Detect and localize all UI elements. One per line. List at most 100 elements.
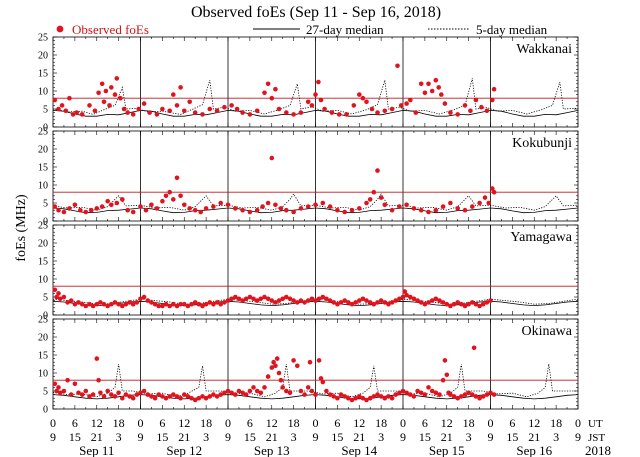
observed-point (54, 294, 59, 300)
jst-axis-label: JST (588, 432, 605, 444)
observed-point (298, 110, 304, 115)
observed-point (397, 204, 402, 209)
ut-axis-label: UT (588, 418, 603, 430)
jst-tick-label: 15 (331, 430, 343, 444)
observed-point (448, 303, 453, 309)
observed-point (125, 207, 130, 213)
jst-tick-label: 9 (225, 430, 231, 444)
observed-point (316, 79, 321, 85)
observed-point (329, 110, 335, 115)
observed-point (375, 110, 380, 115)
observed-point (429, 298, 435, 303)
ut-tick-label: 0 (488, 416, 494, 430)
observed-point (214, 394, 220, 399)
observed-point (284, 110, 289, 115)
observed-point (105, 388, 110, 394)
observed-point (382, 202, 388, 208)
observed-point (189, 395, 194, 401)
observed-point (426, 81, 431, 87)
observed-point (211, 301, 216, 307)
observed-point (415, 388, 420, 394)
observed-point (156, 392, 161, 397)
observed-point (87, 394, 92, 399)
observed-point (313, 298, 318, 303)
observed-point (112, 92, 118, 97)
observed-point (480, 301, 486, 307)
jst-tick-label: 15 (156, 430, 168, 444)
observed-point (56, 207, 61, 213)
observed-point (203, 206, 209, 211)
jst-tick-label: 9 (488, 430, 494, 444)
observed-point (378, 394, 384, 399)
observed-point (426, 209, 431, 215)
observed-point (440, 377, 446, 383)
y-tick-label: 15 (38, 163, 48, 174)
observed-point (236, 388, 242, 394)
observed-point (471, 345, 477, 351)
observed-point (302, 392, 307, 397)
observed-point (52, 287, 58, 293)
observed-point (56, 385, 61, 390)
observed-point (156, 303, 161, 309)
observed-point (318, 97, 324, 103)
jst-tick-label: 9 (50, 430, 56, 444)
observed-point (349, 301, 355, 307)
observed-point (225, 202, 231, 208)
station-label: Wakkanai (516, 42, 572, 57)
observed-point (389, 300, 395, 305)
observed-point (346, 300, 351, 305)
observed-point (482, 195, 488, 200)
observed-point (439, 92, 444, 97)
observed-point (114, 200, 120, 206)
observed-point (254, 388, 260, 394)
observed-point (174, 103, 180, 108)
y-tick-label: 20 (38, 145, 48, 156)
ut-tick-label: 0 (50, 416, 56, 430)
observed-point (163, 301, 169, 307)
observed-point (234, 106, 240, 112)
observed-point (322, 106, 327, 112)
observed-point (338, 300, 344, 305)
observed-point (313, 392, 318, 397)
observed-point (118, 95, 123, 101)
observed-point (52, 381, 58, 387)
jst-tick-label: 15 (69, 430, 81, 444)
observed-point (72, 301, 78, 307)
observed-point (336, 112, 342, 117)
observed-point (99, 81, 105, 87)
y-tick-label: 5 (43, 293, 48, 304)
ut-tick-label: 12 (528, 416, 540, 430)
observed-point (185, 394, 191, 399)
observed-point (65, 377, 70, 383)
ut-tick-label: 0 (313, 416, 319, 430)
jst-tick-label: 3 (116, 430, 122, 444)
observed-point (305, 298, 311, 303)
observed-point (240, 390, 245, 396)
observed-point (101, 301, 107, 307)
observed-point (470, 392, 475, 397)
observed-point (107, 103, 112, 108)
observed-point (120, 197, 125, 202)
observed-point (109, 85, 114, 90)
observed-point (103, 88, 109, 94)
observed-point (375, 392, 380, 397)
observed-point (273, 86, 278, 92)
observed-point (459, 301, 464, 307)
ut-tick-label: 0 (225, 416, 231, 430)
observed-point (196, 395, 202, 401)
ut-tick-label: 6 (422, 416, 428, 430)
observed-point (138, 390, 143, 396)
legend: Observed foEs 27-day median 5-day median (56, 22, 548, 37)
legend-observed-label: Observed foEs (72, 22, 149, 37)
observed-point (479, 104, 484, 110)
observed-point (94, 356, 100, 361)
observed-point (462, 303, 468, 309)
jst-tick-label: 21 (91, 430, 103, 444)
observed-point (247, 112, 253, 117)
observed-point (225, 298, 231, 303)
observed-point (121, 106, 127, 112)
observed-point (313, 92, 318, 97)
observed-point (200, 394, 205, 399)
observed-point (138, 296, 143, 302)
observed-point (112, 394, 118, 399)
